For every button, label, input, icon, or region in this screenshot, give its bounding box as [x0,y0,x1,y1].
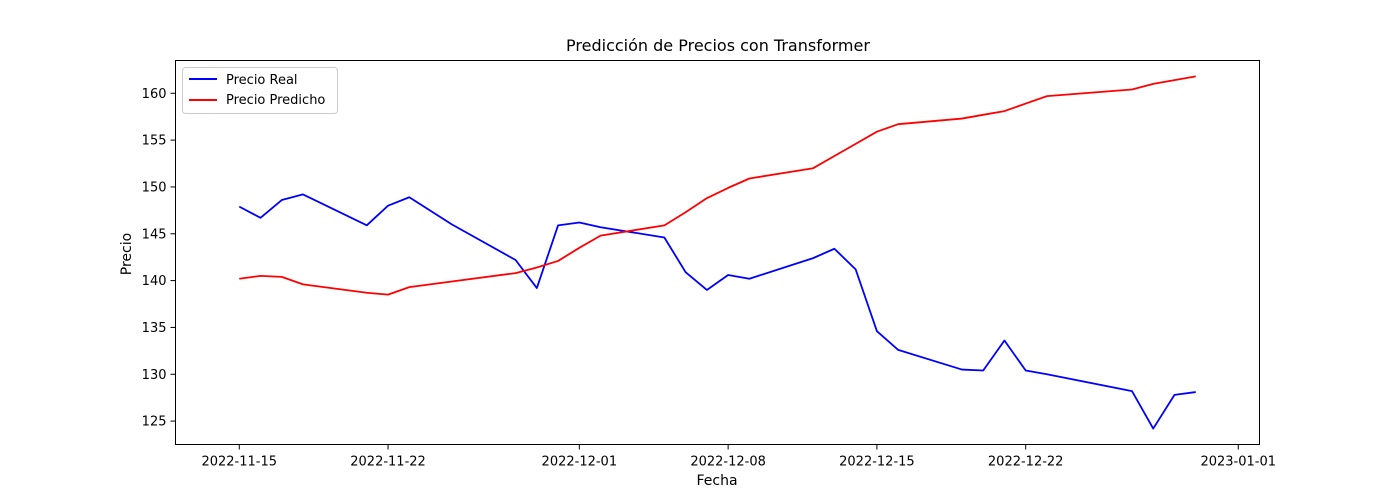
y-tick-label: 160 [142,87,167,102]
x-tick-label: 2022-12-01 [542,455,618,470]
x-axis: 2022-11-15 2022-11-22 2022-12-01 2022-12-08… [201,444,1276,470]
plot-lines [238,75,1196,430]
series-line-1 [239,75,1196,296]
x-tick-label: 2022-11-15 [201,455,277,470]
x-tick-label: 2023-01-01 [1200,455,1276,470]
y-axis-title: Precio [119,233,135,275]
legend: Precio Real Precio Predicho [182,67,338,114]
x-tick-label: 2022-12-22 [988,455,1064,470]
series-line-0 [238,193,1196,430]
y-tick-label: 155 [142,134,167,149]
y-tick-label: 130 [142,368,167,383]
y-tick-label: 150 [142,180,167,195]
plot-frame [175,60,1260,445]
y-tick-label: 125 [142,415,167,430]
y-tick-label: 135 [142,321,167,336]
x-axis-title: Fecha [696,473,737,489]
x-tick-label: 2022-11-22 [350,455,426,470]
y-axis: 125 130 135 140 145 150 155 160 [142,87,176,430]
legend-label-precio-predicho: Precio Predicho [226,93,325,108]
chart-title: Predicción de Precios con Transformer [566,36,870,55]
legend-box [182,67,338,114]
x-tick-label: 2022-12-15 [839,455,915,470]
legend-label-precio-real: Precio Real [226,73,298,88]
y-tick-label: 145 [142,227,167,242]
y-tick-label: 140 [142,274,167,289]
x-tick-label: 2022-12-08 [690,455,766,470]
